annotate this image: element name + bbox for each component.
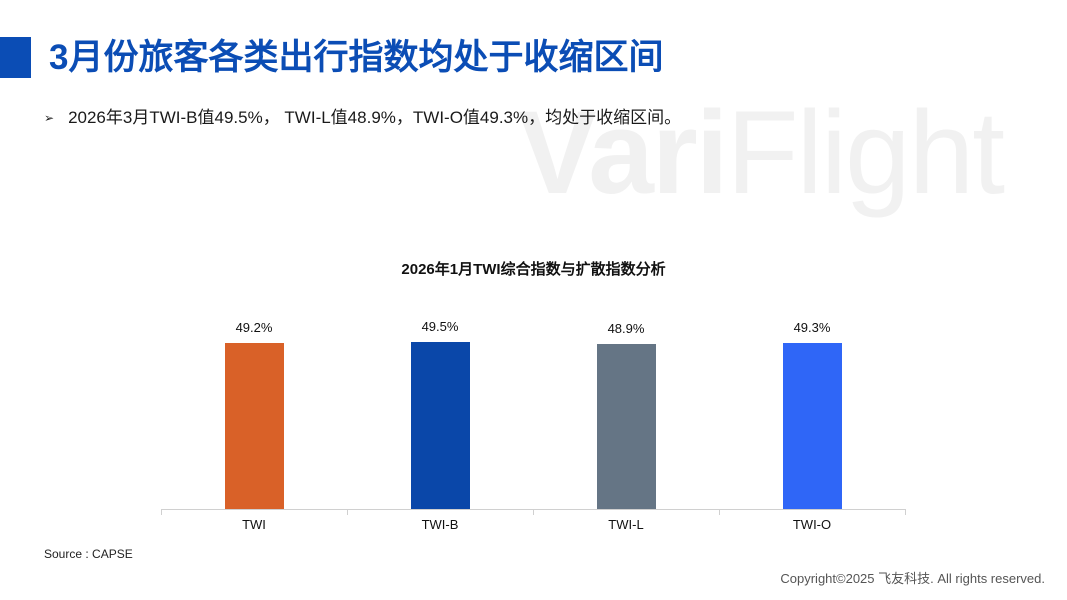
- x-tick-label: TWI-O: [792, 517, 832, 532]
- bar-group-twi: 49.2%: [161, 280, 347, 509]
- watermark-bold-text: Vari: [518, 87, 729, 219]
- x-tick-label: TWI: [242, 517, 266, 532]
- bar-group-twi-o: 49.3%: [719, 280, 905, 509]
- title-accent-block: [0, 37, 31, 78]
- bar-twi-b: [411, 342, 470, 509]
- x-axis-tick: [719, 509, 720, 515]
- arrow-bullet-icon: ➢: [44, 111, 55, 125]
- x-axis-tick: [347, 509, 348, 515]
- data-label: 49.2%: [235, 320, 273, 335]
- summary-bullet: ➢ 2026年3月TWI-B值49.5%， TWI-L值48.9%，TWI-O值…: [44, 106, 681, 130]
- watermark-light-text: Flight: [726, 87, 1006, 219]
- plot-area: 49.2% 49.5% 48.9% 49.3%: [161, 280, 905, 509]
- x-axis-tick: [905, 509, 906, 515]
- chart-title: 2026年1月TWI综合指数与扩散指数分析: [401, 261, 666, 278]
- data-label: 49.3%: [793, 320, 831, 335]
- data-label: 48.9%: [607, 321, 645, 336]
- x-tick-label: TWI-L: [608, 517, 644, 532]
- bar-twi-l: [597, 344, 656, 509]
- x-tick-label: TWI-B: [421, 517, 459, 532]
- summary-text: 2026年3月TWI-B值49.5%， TWI-L值48.9%，TWI-O值49…: [68, 108, 682, 127]
- bar-group-twi-b: 49.5%: [347, 280, 533, 509]
- bar-twi: [225, 343, 284, 509]
- x-axis-tick: [533, 509, 534, 515]
- data-label: 49.5%: [421, 319, 459, 334]
- variflight-watermark-logo: VariFlight: [518, 87, 1006, 219]
- bar-twi-o: [783, 343, 842, 509]
- source-note: Source : CAPSE: [44, 547, 133, 561]
- x-axis-tick: [161, 509, 162, 515]
- bar-group-twi-l: 48.9%: [533, 280, 719, 509]
- copyright-notice: Copyright©2025 飞友科技. All rights reserved…: [780, 571, 1045, 586]
- page-title: 3月份旅客各类出行指数均处于收缩区间: [49, 38, 664, 77]
